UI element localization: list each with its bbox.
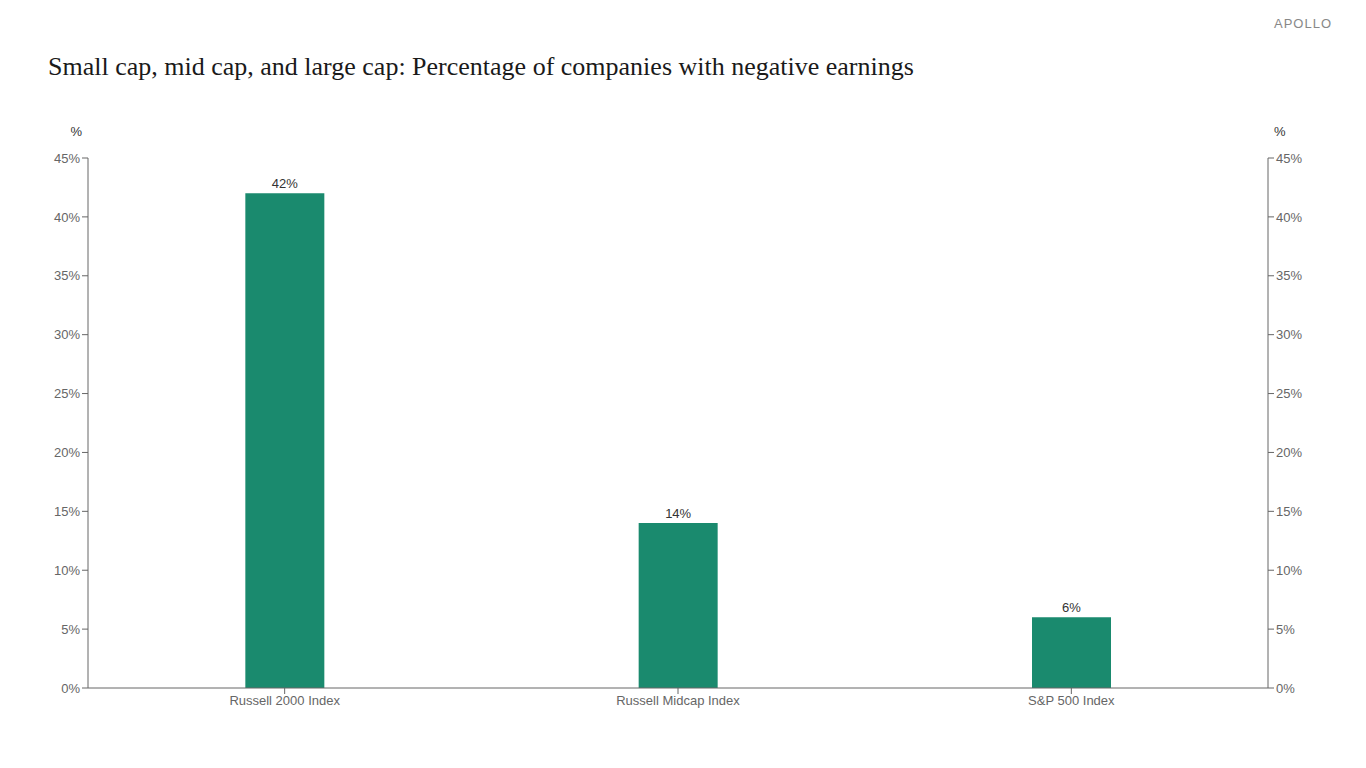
svg-text:Russell Midcap Index: Russell Midcap Index — [616, 693, 740, 708]
svg-text:0%: 0% — [1276, 681, 1295, 696]
svg-text:S&P 500 Index: S&P 500 Index — [1028, 693, 1115, 708]
svg-text:35%: 35% — [1276, 268, 1302, 283]
svg-text:35%: 35% — [54, 268, 80, 283]
svg-text:30%: 30% — [54, 327, 80, 342]
svg-text:25%: 25% — [54, 386, 80, 401]
html-text:Small cap, mid cap, and large: Small cap, mid cap, and large cap: Perce… — [48, 52, 914, 81]
svg-text:20%: 20% — [54, 445, 80, 460]
svg-text:14%: 14% — [665, 506, 691, 521]
html-text:APOLLO: APOLLO — [1274, 16, 1332, 31]
svg-text:5%: 5% — [1276, 622, 1295, 637]
svg-text:6%: 6% — [1062, 600, 1081, 615]
svg-text:15%: 15% — [1276, 504, 1302, 519]
svg-text:42%: 42% — [272, 176, 298, 191]
svg-text:10%: 10% — [54, 563, 80, 578]
svg-text:45%: 45% — [1276, 151, 1302, 166]
svg-text:0%: 0% — [61, 681, 80, 696]
svg-text:5%: 5% — [61, 622, 80, 637]
svg-text:40%: 40% — [54, 210, 80, 225]
svg-text:30%: 30% — [1276, 327, 1302, 342]
svg-text:40%: 40% — [1276, 210, 1302, 225]
svg-text:Russell 2000 Index: Russell 2000 Index — [229, 693, 340, 708]
svg-text:25%: 25% — [1276, 386, 1302, 401]
svg-text:15%: 15% — [54, 504, 80, 519]
svg-text:45%: 45% — [54, 151, 80, 166]
svg-text:10%: 10% — [1276, 563, 1302, 578]
svg-text:20%: 20% — [1276, 445, 1302, 460]
